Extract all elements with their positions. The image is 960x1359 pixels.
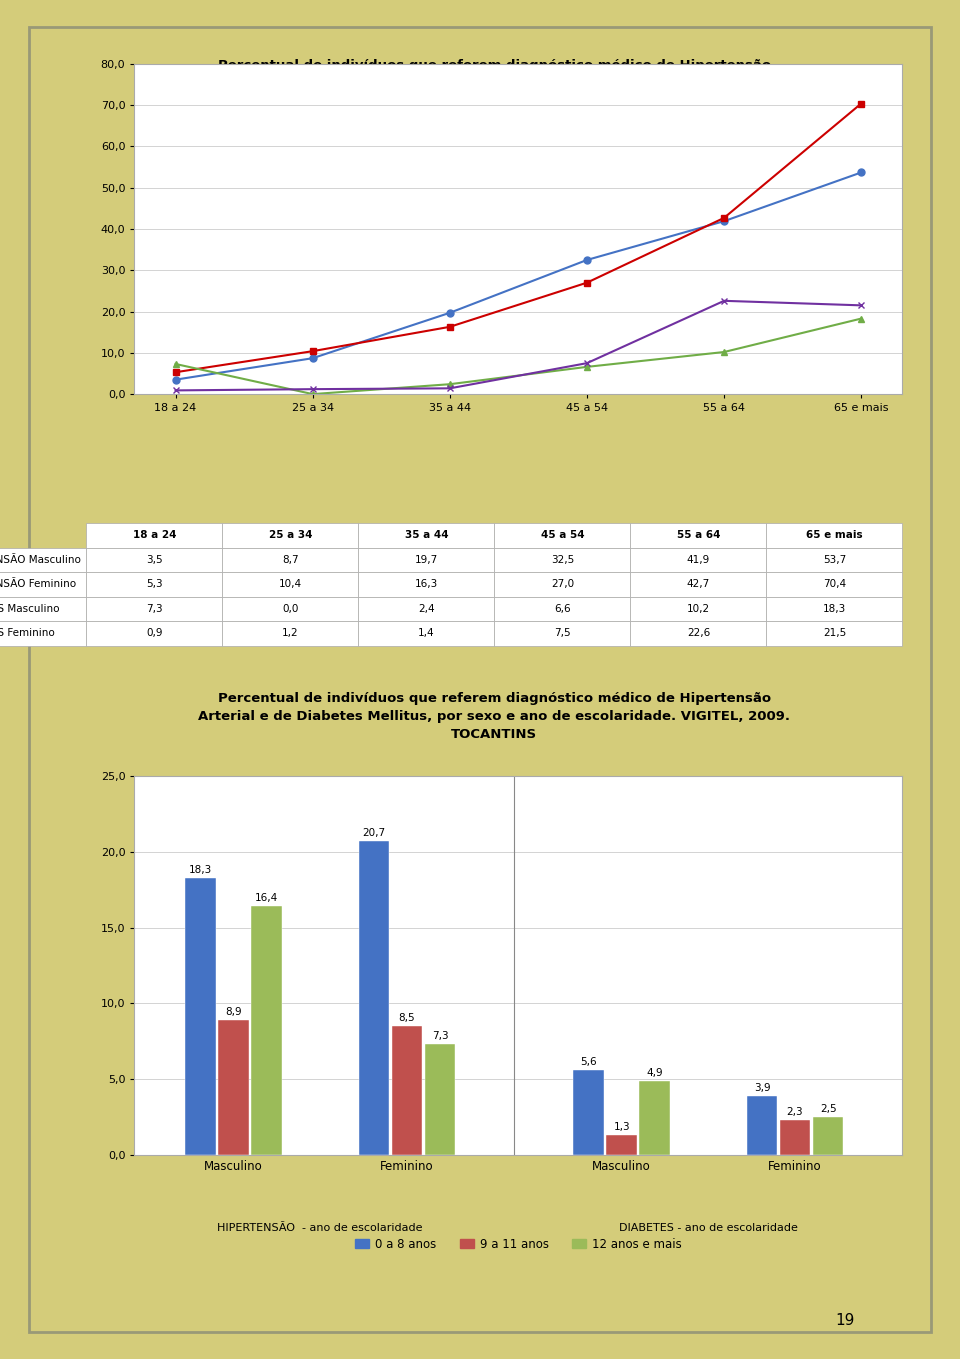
Text: 8,5: 8,5 (398, 1014, 416, 1023)
Text: 19: 19 (835, 1313, 854, 1328)
Bar (780, 1120, 810, 1155)
Text: 3,9: 3,9 (754, 1083, 770, 1093)
Text: 2,3: 2,3 (787, 1108, 804, 1117)
Text: 2,5: 2,5 (820, 1105, 836, 1114)
Bar (252, 906, 281, 1155)
Bar (639, 1080, 670, 1155)
Text: DIABETES - ano de escolaridade: DIABETES - ano de escolaridade (619, 1223, 798, 1234)
Bar (813, 1117, 843, 1155)
Text: 7,3: 7,3 (432, 1031, 448, 1041)
Bar (747, 1095, 778, 1155)
Text: 18,3: 18,3 (189, 864, 212, 875)
Text: Percentual de indivíduos que referem diagnóstico médico de Hipertensão
Arterial : Percentual de indivíduos que referem dia… (199, 692, 790, 741)
Text: 16,4: 16,4 (255, 893, 278, 904)
Text: 20,7: 20,7 (362, 828, 386, 839)
Text: Percentual de indivíduos que referem diagnóstico médico de Hipertensão
Arterial : Percentual de indivíduos que referem dia… (218, 60, 771, 109)
Bar (185, 878, 216, 1155)
Text: HIPERTENSÃO  - ano de escolaridade: HIPERTENSÃO - ano de escolaridade (218, 1223, 423, 1234)
Legend: 0 a 8 anos, 9 a 11 anos, 12 anos e mais: 0 a 8 anos, 9 a 11 anos, 12 anos e mais (350, 1233, 686, 1256)
Text: 5,6: 5,6 (580, 1057, 597, 1067)
Bar (573, 1071, 604, 1155)
Text: 1,3: 1,3 (613, 1123, 630, 1132)
Bar (359, 841, 389, 1155)
Bar (218, 1021, 249, 1155)
Text: 8,9: 8,9 (226, 1007, 242, 1017)
Bar (392, 1026, 422, 1155)
Text: 4,9: 4,9 (646, 1068, 663, 1078)
Bar (607, 1135, 636, 1155)
Bar (424, 1045, 455, 1155)
